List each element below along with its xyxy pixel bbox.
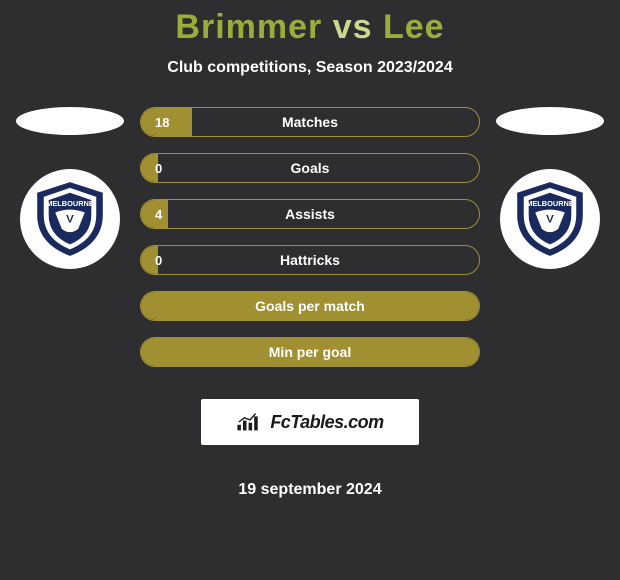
site-name: FcTables.com xyxy=(270,412,383,433)
stat-value: 0 xyxy=(155,253,162,268)
svg-text:MELBOURNE: MELBOURNE xyxy=(46,199,94,208)
shield-icon: MELBOURNE V xyxy=(29,178,111,260)
svg-text:V: V xyxy=(546,213,554,225)
right-side: MELBOURNE V xyxy=(480,107,620,269)
stat-value: 4 xyxy=(155,207,162,222)
right-ellipse xyxy=(496,107,604,135)
stat-label: Goals xyxy=(291,160,330,176)
comparison-title: Brimmer vs Lee xyxy=(175,8,444,47)
left-ellipse xyxy=(16,107,124,135)
stat-label: Matches xyxy=(282,114,338,130)
stat-label: Assists xyxy=(285,206,335,222)
stat-value: 18 xyxy=(155,115,169,130)
player2-name: Lee xyxy=(383,8,445,46)
right-team-badge: MELBOURNE V xyxy=(500,169,600,269)
date-text: 19 september 2024 xyxy=(238,481,381,499)
stat-min-per-goal: Min per goal xyxy=(140,337,480,367)
stats-column: 18 Matches 0 Goals 4 Assists 0 Hattricks… xyxy=(140,107,480,499)
shield-icon: MELBOURNE V xyxy=(509,178,591,260)
vs-word: vs xyxy=(333,8,373,46)
stat-label: Min per goal xyxy=(269,344,351,360)
stat-matches: 18 Matches xyxy=(140,107,480,137)
stat-hattricks: 0 Hattricks xyxy=(140,245,480,275)
infographic-container: Brimmer vs Lee Club competitions, Season… xyxy=(0,0,620,580)
player1-name: Brimmer xyxy=(175,8,322,46)
stat-goals: 0 Goals xyxy=(140,153,480,183)
subtitle: Club competitions, Season 2023/2024 xyxy=(167,59,452,77)
stat-value: 0 xyxy=(155,161,162,176)
site-attribution: FcTables.com xyxy=(201,399,419,445)
left-side: MELBOURNE V xyxy=(0,107,140,269)
stat-label: Goals per match xyxy=(255,298,365,314)
left-team-badge: MELBOURNE V xyxy=(20,169,120,269)
svg-text:V: V xyxy=(66,213,74,225)
svg-text:MELBOURNE: MELBOURNE xyxy=(526,199,574,208)
stat-label: Hattricks xyxy=(280,252,340,268)
chart-icon xyxy=(236,412,264,432)
main-row: MELBOURNE V 18 Matches 0 Goals 4 xyxy=(0,107,620,499)
stat-assists: 4 Assists xyxy=(140,199,480,229)
stat-goals-per-match: Goals per match xyxy=(140,291,480,321)
